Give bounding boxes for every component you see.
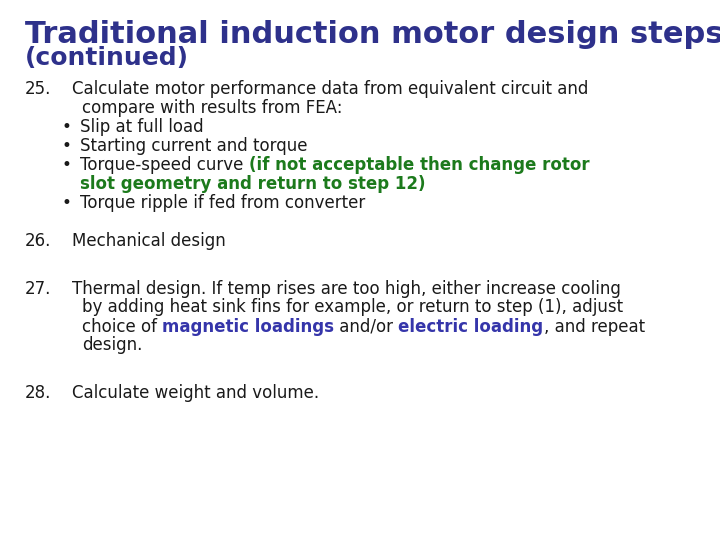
Text: Mechanical design: Mechanical design — [72, 232, 226, 250]
Text: (continued): (continued) — [25, 46, 189, 70]
Text: Thermal design. If temp rises are too high, either increase cooling: Thermal design. If temp rises are too hi… — [72, 280, 621, 298]
Text: (if not acceptable then change rotor: (if not acceptable then change rotor — [248, 156, 589, 174]
Text: Slip at full load: Slip at full load — [80, 118, 204, 136]
Text: compare with results from FEA:: compare with results from FEA: — [82, 99, 343, 117]
Text: 25.: 25. — [25, 80, 51, 98]
Text: electric loading: electric loading — [398, 318, 544, 335]
Text: Torque ripple if fed from converter: Torque ripple if fed from converter — [80, 194, 365, 212]
Text: by adding heat sink fins for example, or return to step (1), adjust: by adding heat sink fins for example, or… — [82, 299, 623, 316]
Text: 27.: 27. — [25, 280, 51, 298]
Text: •: • — [62, 137, 72, 155]
Text: 26.: 26. — [25, 232, 51, 250]
Text: Traditional induction motor design steps: Traditional induction motor design steps — [25, 20, 720, 49]
Text: choice of: choice of — [82, 318, 162, 335]
Text: Calculate motor performance data from equivalent circuit and: Calculate motor performance data from eq… — [72, 80, 588, 98]
Text: •: • — [62, 156, 72, 174]
Text: Calculate weight and volume.: Calculate weight and volume. — [72, 384, 319, 402]
Text: •: • — [62, 118, 72, 136]
Text: Starting current and torque: Starting current and torque — [80, 137, 307, 155]
Text: magnetic loadings: magnetic loadings — [162, 318, 334, 335]
Text: slot geometry and return to step 12): slot geometry and return to step 12) — [80, 175, 426, 193]
Text: design.: design. — [82, 336, 143, 354]
Text: Torque-speed curve: Torque-speed curve — [80, 156, 248, 174]
Text: and/or: and/or — [334, 318, 398, 335]
Text: , and repeat: , and repeat — [544, 318, 644, 335]
Text: •: • — [62, 194, 72, 212]
Text: 28.: 28. — [25, 384, 51, 402]
